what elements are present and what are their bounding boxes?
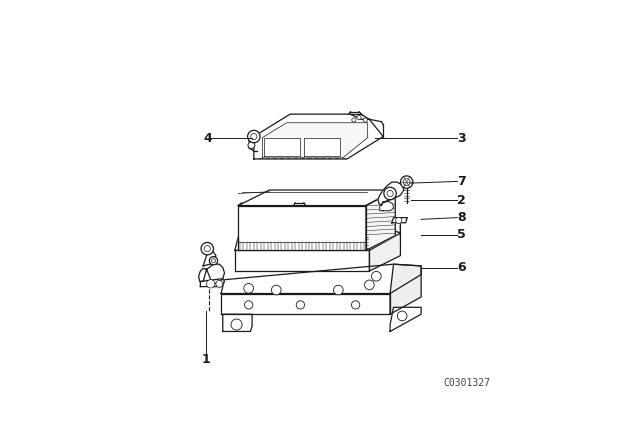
Circle shape [365, 236, 374, 245]
Text: 7: 7 [458, 175, 466, 188]
Polygon shape [200, 279, 225, 287]
Polygon shape [223, 314, 252, 332]
Polygon shape [264, 138, 300, 155]
Polygon shape [198, 264, 225, 284]
Polygon shape [392, 218, 407, 223]
Polygon shape [203, 250, 216, 266]
Circle shape [352, 118, 356, 122]
Polygon shape [390, 264, 421, 314]
Circle shape [387, 190, 393, 197]
Polygon shape [366, 190, 396, 250]
Polygon shape [238, 190, 396, 206]
Circle shape [231, 319, 242, 330]
Text: 5: 5 [458, 228, 466, 241]
Circle shape [271, 285, 281, 295]
Circle shape [296, 301, 305, 309]
Circle shape [357, 116, 361, 120]
Text: 6: 6 [458, 261, 466, 274]
Circle shape [403, 179, 410, 185]
Polygon shape [254, 114, 383, 159]
Text: 4: 4 [204, 132, 212, 145]
Circle shape [363, 118, 367, 122]
Circle shape [244, 284, 253, 293]
Circle shape [209, 257, 218, 265]
Circle shape [248, 142, 255, 149]
Text: C0301327: C0301327 [443, 379, 490, 388]
Polygon shape [390, 307, 421, 332]
Circle shape [396, 217, 402, 224]
Circle shape [211, 258, 216, 263]
Circle shape [251, 134, 257, 140]
Polygon shape [221, 264, 421, 293]
Text: 8: 8 [458, 211, 466, 224]
Text: 3: 3 [458, 132, 466, 145]
Circle shape [248, 130, 260, 143]
Circle shape [348, 241, 356, 250]
Circle shape [244, 301, 253, 309]
Circle shape [397, 311, 407, 321]
Circle shape [351, 301, 360, 309]
Polygon shape [378, 182, 404, 206]
Polygon shape [235, 250, 369, 271]
Circle shape [365, 280, 374, 290]
Circle shape [204, 246, 211, 252]
Circle shape [384, 187, 396, 200]
Circle shape [216, 280, 223, 287]
Polygon shape [304, 138, 340, 155]
Polygon shape [238, 206, 366, 250]
Text: 2: 2 [458, 194, 466, 207]
Polygon shape [221, 293, 390, 314]
Polygon shape [380, 202, 394, 211]
Circle shape [384, 225, 393, 234]
Circle shape [333, 285, 343, 295]
Polygon shape [369, 221, 401, 271]
Polygon shape [262, 123, 367, 157]
Text: 1: 1 [201, 353, 210, 366]
Polygon shape [235, 221, 401, 250]
Circle shape [379, 232, 388, 241]
Circle shape [201, 242, 214, 255]
Circle shape [371, 271, 381, 281]
Circle shape [401, 176, 413, 188]
Circle shape [207, 280, 215, 288]
